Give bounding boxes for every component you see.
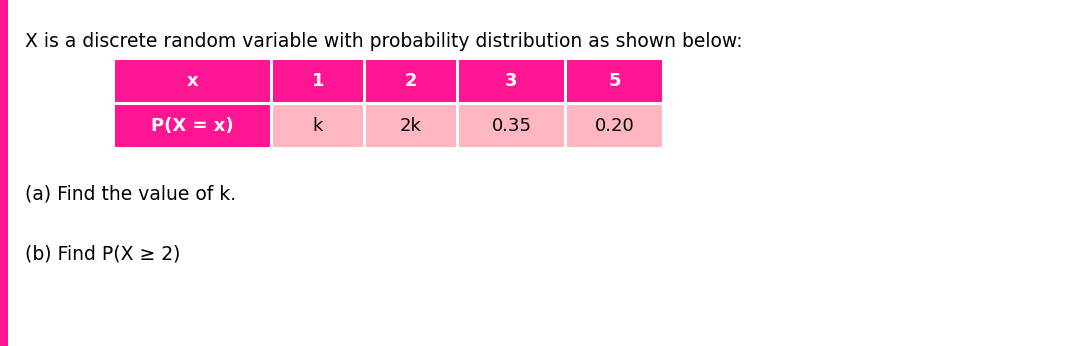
Text: 2k: 2k — [400, 117, 422, 135]
Text: 0.20: 0.20 — [595, 117, 634, 135]
Text: (b) Find P(X ≥ 2): (b) Find P(X ≥ 2) — [25, 245, 180, 264]
Bar — [115, 105, 270, 147]
Text: 3: 3 — [506, 72, 518, 90]
Bar — [273, 105, 363, 147]
Bar — [567, 105, 662, 147]
Text: 5: 5 — [608, 72, 620, 90]
Text: (a) Find the value of k.: (a) Find the value of k. — [25, 185, 236, 204]
Text: k: k — [312, 117, 323, 135]
Bar — [567, 60, 662, 102]
Bar — [459, 60, 563, 102]
Text: x: x — [187, 72, 199, 90]
Bar — [273, 60, 363, 102]
Text: 2: 2 — [405, 72, 417, 90]
Bar — [459, 105, 563, 147]
Text: 1: 1 — [311, 72, 324, 90]
Text: X is a discrete random variable with probability distribution as shown below:: X is a discrete random variable with pro… — [25, 32, 743, 51]
Bar — [0, 0, 8, 346]
Bar — [366, 60, 456, 102]
Bar — [366, 105, 456, 147]
Text: 0.35: 0.35 — [491, 117, 532, 135]
Text: P(X = x): P(X = x) — [151, 117, 234, 135]
Bar — [115, 60, 270, 102]
